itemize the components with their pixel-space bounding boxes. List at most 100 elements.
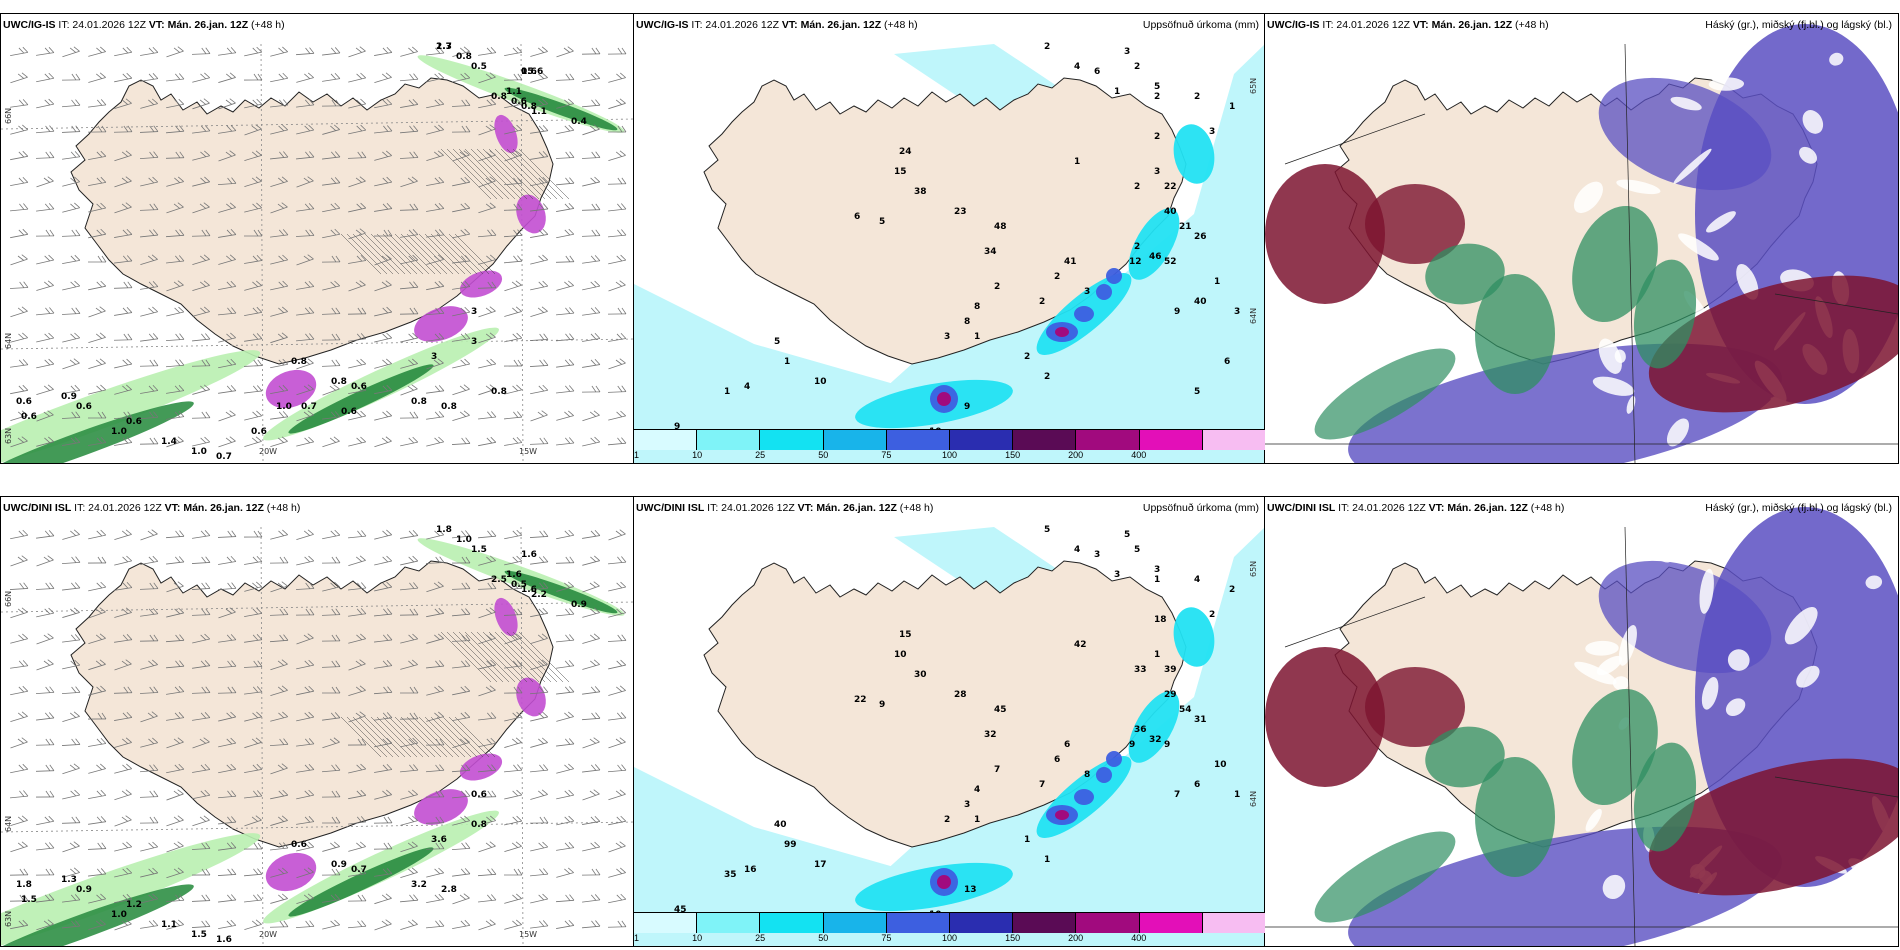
- wind-barb-shaft: [218, 899, 236, 903]
- wind-barb-flag: [205, 229, 211, 236]
- wind-barb-shaft: [270, 820, 288, 826]
- wind-barb-flag: [22, 46, 29, 53]
- wind-barb-flag: [205, 47, 211, 54]
- wind-barb-flag: [383, 816, 389, 824]
- value-label: 3: [471, 307, 477, 317]
- wind-barb: [62, 763, 80, 775]
- precip-band: [1173, 124, 1215, 184]
- wind-barb-flag: [147, 255, 155, 261]
- colorbar-tick-label: 50: [818, 933, 829, 943]
- wind-barb-flag: [407, 385, 414, 391]
- wind-barb-shaft: [88, 182, 106, 186]
- value-label: 1: [724, 387, 730, 397]
- wind-barb-shaft: [166, 924, 184, 930]
- wind-barb-flag: [360, 789, 367, 796]
- wind-barb: [608, 815, 627, 826]
- wind-barb: [139, 634, 159, 642]
- wind-barb-flag: [121, 816, 128, 822]
- wind-barb: [608, 150, 626, 162]
- wind-barb-shaft: [478, 560, 496, 566]
- wind-barb-flag: [382, 556, 389, 563]
- value-label: 5: [1124, 530, 1130, 540]
- wind-barb-flag: [177, 581, 184, 587]
- wind-barb-flag: [205, 333, 211, 340]
- wind-barb-flag: [17, 816, 25, 822]
- wind-barb: [321, 99, 341, 107]
- wind-barb: [426, 581, 444, 593]
- wind-barb-flag: [542, 556, 549, 563]
- cloud-gap: [1736, 263, 1759, 300]
- wind-barb: [504, 764, 523, 773]
- wind-barb: [582, 894, 601, 903]
- wind-barb-flag: [563, 47, 570, 53]
- wind-barb: [503, 229, 523, 238]
- hatch-line: [430, 716, 472, 758]
- wind-barb-flag: [226, 385, 233, 392]
- wind-barb-flag: [203, 98, 210, 104]
- wind-barb: [452, 893, 470, 905]
- wind-barb-shaft: [113, 692, 133, 694]
- wind-barb-flag: [49, 582, 55, 589]
- wind-barb: [270, 893, 288, 904]
- wind-barb-flag: [278, 47, 285, 54]
- wind-barb: [607, 920, 627, 928]
- hatch-line: [458, 631, 510, 683]
- wind-barb: [269, 738, 289, 747]
- wind-barb-flag: [331, 790, 337, 798]
- wind-barb-flag: [616, 712, 623, 719]
- wind-barb-flag: [43, 660, 50, 666]
- wind-barb: [62, 151, 81, 160]
- wind-barb-shaft: [244, 795, 262, 799]
- wind-barb-flag: [619, 789, 626, 795]
- wind-barb-shaft: [426, 716, 444, 722]
- wind-barb: [348, 176, 366, 188]
- wind-barb: [114, 789, 132, 801]
- precip-band: [1128, 691, 1180, 763]
- wind-barb: [555, 73, 575, 81]
- wind-barb-flag: [152, 384, 159, 391]
- wind-barb-flag: [489, 685, 496, 691]
- wind-barb-shaft: [555, 899, 575, 903]
- value-label: 2: [944, 815, 950, 825]
- wind-barb-shaft: [478, 259, 496, 265]
- wind-barb-shaft: [218, 130, 236, 134]
- wind-barb-shaft: [504, 560, 522, 566]
- wind-barb-flag: [200, 125, 207, 132]
- wind-barb: [10, 436, 28, 448]
- wind-barb-flag: [569, 333, 575, 340]
- wind-barb: [556, 686, 575, 695]
- value-label: 2: [1194, 92, 1200, 102]
- wind-barb-flag: [386, 529, 392, 536]
- wind-barb: [10, 790, 29, 799]
- wind-barb-shaft: [504, 442, 522, 446]
- wind-barb-flag: [565, 634, 571, 641]
- wind-barb-flag: [173, 582, 180, 588]
- cloud-gap: [1585, 640, 1619, 656]
- wind-barb: [452, 46, 470, 57]
- wind-barb-flag: [412, 254, 419, 261]
- wind-barb-flag: [465, 842, 471, 849]
- wind-barb-flag: [75, 411, 81, 418]
- wind-barb-shaft: [348, 441, 366, 447]
- wind-barb-flag: [18, 634, 25, 641]
- wind-barb: [529, 816, 549, 824]
- init-time: IT: 24.01.2026 12Z: [707, 502, 795, 514]
- wind-barb: [503, 73, 523, 81]
- wind-barb-flag: [179, 359, 185, 366]
- wind-barb-shaft: [35, 692, 55, 694]
- wind-barb-flag: [49, 686, 55, 693]
- wind-barb: [425, 556, 445, 564]
- value-label: 3: [964, 800, 970, 810]
- wind-barb-flag: [21, 815, 28, 821]
- value-label: 0.8: [331, 377, 347, 387]
- wind-barb-shaft: [10, 690, 28, 696]
- wind-barb-flag: [200, 634, 207, 641]
- wind-barb: [114, 358, 133, 369]
- wind-barb: [400, 530, 419, 539]
- wind-barb-flag: [70, 151, 77, 158]
- wind-barb-flag: [434, 411, 441, 418]
- wind-barb-flag: [590, 333, 597, 340]
- wind-barb-flag: [411, 176, 418, 182]
- wind-barb: [425, 790, 445, 798]
- wind-barb: [608, 841, 626, 853]
